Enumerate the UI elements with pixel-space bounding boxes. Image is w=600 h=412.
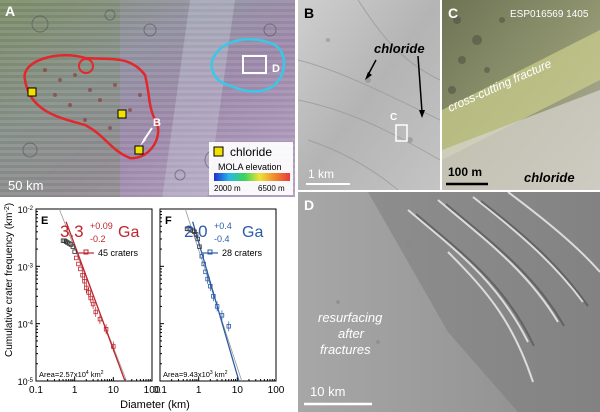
x-tick-label-F: 100: [268, 385, 285, 396]
plot-e: 0.1 1 10 100 10-5 10-4 10-3 10-2 E 3.3 +0.09 -0.2 Ga…: [18, 205, 161, 396]
legend-marker-F: [207, 249, 213, 255]
data-point-F: [201, 261, 206, 267]
fit-line-E: [65, 221, 126, 382]
resurfacing-label-line2: after: [338, 326, 365, 341]
x-axis-label: Diameter (km): [120, 399, 190, 411]
data-point-E: [74, 255, 79, 261]
mola-max: 6500 m: [258, 184, 285, 193]
age-unit-F: Ga: [242, 224, 263, 241]
mola-map-image: chloride MOLA elevation 2000 m 6500 m A …: [0, 0, 295, 197]
age-upper-F: +0.4: [214, 221, 232, 231]
x-tick-label-F: 1: [196, 385, 202, 396]
data-point-E: [70, 244, 76, 249]
crater-plots: Cumulative crater frequency (km-2) Diame…: [0, 197, 296, 412]
area-label-E: Area=2.57x104 km2: [39, 370, 104, 379]
mola-colorbar: [214, 173, 290, 181]
panel-label-E: E: [41, 215, 48, 227]
panel-a-map: chloride MOLA elevation 2000 m 6500 m A …: [0, 0, 295, 197]
data-point-F: [219, 313, 225, 318]
data-point-E: [97, 316, 103, 322]
panel-c-scale-text: 100 m: [448, 165, 482, 179]
legend-marker-E: [83, 249, 89, 255]
y-tick-label: 10-3: [18, 262, 34, 272]
y-tick-label: 10-5: [18, 377, 34, 387]
data-point-E: [88, 295, 93, 301]
panel-a-label: A: [5, 3, 15, 19]
data-point-E: [90, 301, 96, 307]
cyan-outline-region: [210, 38, 286, 93]
panel-d-label: D: [304, 197, 314, 213]
data-point-E: [86, 290, 91, 295]
plot-frame-F: [159, 208, 277, 382]
x-tick-label-F: 0.1: [153, 385, 167, 396]
panel-c-image: C ESP016569 1405 cross-cutting fracture …: [442, 0, 600, 190]
panel-c-chloride-label: chloride: [524, 170, 575, 185]
x-tick-label-F: 10: [232, 385, 244, 396]
age-unit-E: Ga: [118, 224, 139, 241]
legend-text-F: 28 craters: [222, 248, 263, 258]
chloride-legend-marker: [213, 146, 224, 157]
data-point-F: [214, 304, 220, 309]
y-axis-label: Cumulative crater frequency (km-2): [4, 203, 16, 357]
plot-f: 0.1 1 10 100 F 2.0 +0.4 -0.4 Ga 28 craters Area=9.…: [153, 208, 285, 396]
resurfacing-label-line3: fractures: [320, 342, 371, 357]
data-point-E: [82, 279, 87, 284]
age-value-E: 3.3: [60, 222, 84, 241]
legend-text-E: 45 craters: [98, 248, 139, 258]
panel-a-scale-text: 50 km: [8, 178, 43, 193]
data-point-F: [197, 244, 202, 249]
chloride-markers: [27, 87, 144, 155]
mola-title: MOLA elevation: [218, 162, 282, 172]
chloride-legend-text: chloride: [230, 145, 272, 159]
panel-label-F: F: [165, 215, 172, 227]
x-tick-label-E: 10: [108, 385, 120, 396]
data-point-E: [78, 266, 83, 272]
y-tick-label: 10-4: [18, 320, 34, 330]
plot-frame-E: [35, 208, 153, 382]
data-point-E: [93, 309, 98, 315]
panel-b-location-label: B: [153, 117, 161, 129]
x-tick-label-E: 1: [72, 385, 78, 396]
age-upper-E: +0.09: [90, 221, 113, 231]
data-point-E: [72, 249, 77, 254]
panel-d-location-label: D: [272, 63, 280, 75]
data-point-F: [195, 236, 201, 242]
data-point-F: [205, 276, 210, 282]
panel-d-location-box: [242, 55, 267, 74]
data-point-F: [208, 284, 213, 289]
panel-b-scale-text: 1 km: [308, 167, 334, 181]
data-point-F: [199, 254, 204, 259]
fracture-band: [442, 30, 600, 160]
data-point-F: [211, 294, 216, 299]
panel-d-image: D resurfacing after fractures 10 km: [298, 192, 600, 412]
data-point-E: [111, 344, 116, 349]
mola-min: 2000 m: [214, 184, 241, 193]
data-point-E: [84, 285, 89, 291]
x-tick-label-E: 100: [144, 385, 161, 396]
y-tick-label: 10-2: [18, 205, 34, 215]
panel-b-label: B: [304, 5, 314, 21]
data-point-F: [193, 232, 199, 237]
data-point-F: [203, 269, 208, 275]
resurfacing-label-line1: resurfacing: [318, 310, 383, 325]
x-tick-label-E: 0.1: [29, 385, 43, 396]
data-point-E: [103, 327, 109, 332]
age-lower-F: -0.4: [214, 234, 230, 244]
data-point-F: [226, 324, 231, 329]
panel-b-chloride-label: chloride: [374, 41, 425, 56]
hirise-image-id: ESP016569 1405: [510, 9, 589, 20]
age-lower-E: -0.2: [90, 234, 106, 244]
data-point-E: [80, 273, 85, 278]
area-label-F: Area=9.43x103 km2: [163, 370, 228, 379]
panel-b-c-label: C: [390, 112, 397, 123]
panel-c-location-box: [395, 124, 408, 142]
panel-b-image: B chloride C 1 km: [298, 0, 440, 190]
panel-c-label: C: [448, 5, 458, 21]
age-value-F: 2.0: [184, 222, 208, 241]
red-outline-region: [23, 54, 160, 160]
data-point-E: [76, 261, 81, 267]
panel-d-scale-text: 10 km: [310, 384, 345, 399]
